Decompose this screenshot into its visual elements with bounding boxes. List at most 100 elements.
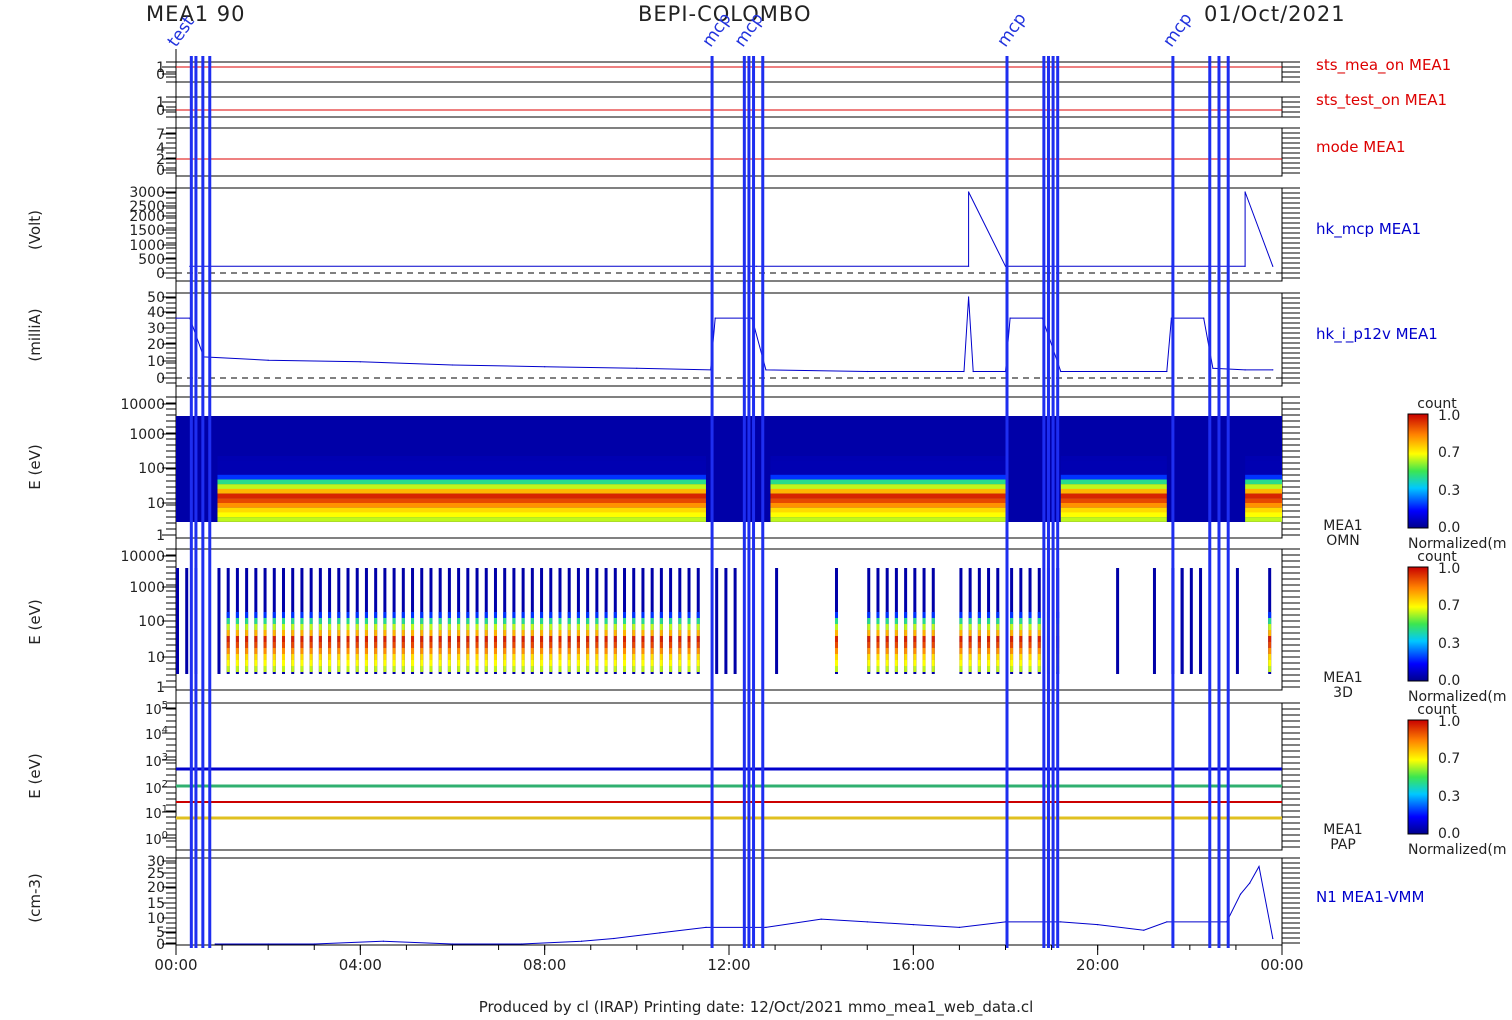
y-tick-label: 0 [156,103,165,119]
3d-cell [549,666,553,672]
3d-cell [977,660,981,666]
omn-band [1245,493,1282,499]
3d-cell [987,630,991,636]
3d-cell [438,654,442,660]
event-marker [194,56,198,948]
3d-cell [291,654,295,660]
omn-band [1060,517,1167,522]
3d-cell [420,618,424,624]
y-tick-label: 103 [145,752,168,770]
3d-cell [1010,666,1014,672]
3d-cell [894,660,898,666]
3d-cell [922,654,926,660]
3d-cell [904,642,908,648]
3d-cell [604,666,608,672]
3d-cell [475,630,479,636]
3d-cell [364,630,368,636]
3d-cell [623,642,627,648]
3d-cell [512,642,516,648]
3d-cell [309,666,313,672]
3d-cell [429,618,433,624]
3d-cell [254,642,258,648]
3d-cell [834,624,838,630]
3d-cell [650,660,654,666]
3d-cell [337,654,341,660]
3d-cell [392,666,396,672]
event-marker [742,56,746,948]
3d-cell [540,648,544,654]
y-tick-label: 10 [147,650,165,666]
3d-cell [996,624,1000,630]
3d-cell [447,666,451,672]
3d-cell [530,630,534,636]
3d-cell [922,642,926,648]
3d-cell [659,630,663,636]
3d-cell [493,654,497,660]
panel-label: hk_i_p12v MEA1 [1316,325,1438,344]
3d-stripe [1199,568,1203,674]
3d-cell [374,660,378,666]
y-tick-label: 0 [156,937,165,953]
3d-cell [466,666,470,672]
3d-cell [931,654,935,660]
panel-frame [175,857,1283,946]
3d-cell [254,618,258,624]
3d-cell [355,648,359,654]
3d-cell [894,654,898,660]
3d-cell [987,666,991,672]
3d-stripe [724,568,728,674]
colorbar-tick: 0.7 [1438,445,1460,461]
3d-cell [996,618,1000,624]
3d-cell [318,636,322,642]
omn-band [217,493,706,499]
y-tick-label: 101 [145,804,168,822]
panel-label: MEA1 [1323,822,1362,838]
3d-cell [475,666,479,672]
3d-cell [576,648,580,654]
3d-cell [604,612,608,618]
3d-cell [383,636,387,642]
3d-cell [484,612,488,618]
3d-cell [503,624,507,630]
3d-cell [374,648,378,654]
3d-cell [438,630,442,636]
3d-cell [364,666,368,672]
3d-cell [281,624,285,630]
event-marker [1042,56,1046,948]
3d-cell [669,630,673,636]
header-right: 01/Oct/2021 [1204,2,1346,26]
3d-cell [549,636,553,642]
3d-stripe [715,568,719,674]
3d-cell [959,618,963,624]
3d-cell [650,630,654,636]
3d-cell [641,648,645,654]
3d-cell [669,636,673,642]
3d-cell [623,612,627,618]
3d-cell [484,660,488,666]
3d-cell [678,654,682,660]
3d-cell [235,654,239,660]
3d-cell [687,624,691,630]
3d-cell [438,660,442,666]
3d-cell [1268,612,1272,618]
3d-cell [576,660,580,666]
3d-cell [696,642,700,648]
omn-band [217,479,706,485]
3d-cell [429,636,433,642]
3d-cell [1028,660,1032,666]
x-tick-label: 00:00 [154,956,197,974]
omn-band [1245,465,1282,471]
3d-cell [263,618,267,624]
panel-label: sts_test_on MEA1 [1316,91,1447,110]
3d-cell [904,648,908,654]
3d-cell [1028,648,1032,654]
3d-cell [493,636,497,642]
3d-cell [300,624,304,630]
3d-cell [904,618,908,624]
series-point [451,364,454,366]
3d-stripe [1235,568,1239,674]
y-tick-label: 1 [156,60,165,76]
3d-cell [1028,618,1032,624]
3d-cell [392,618,396,624]
y-tick-label: 1500 [129,223,165,239]
